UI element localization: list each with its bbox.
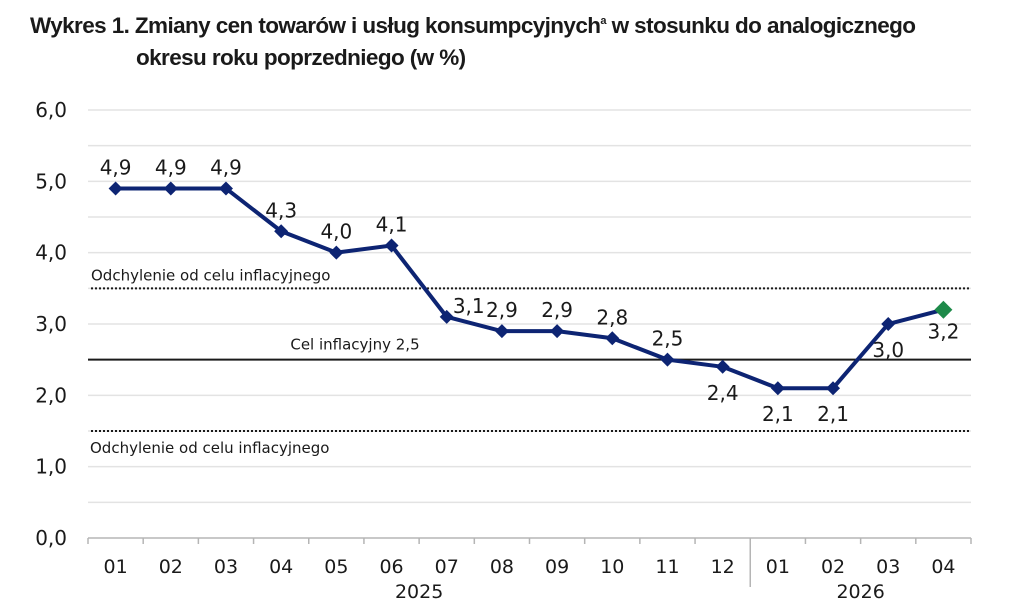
data-point	[881, 317, 896, 331]
year-label: 2025	[395, 581, 443, 603]
data-label: 3,1	[453, 294, 485, 318]
deviation-line-label: Odchylenie od celu inflacyjnego	[90, 439, 329, 457]
data-label: 2,4	[707, 381, 739, 405]
deviation-line-label: Odchylenie od celu inflacyjnego	[91, 266, 330, 284]
x-axis: 01 02 03 04 05 06 07 08 09 10 11 12 01 02 03 04 2025 2026	[87, 537, 972, 603]
data-point	[770, 381, 785, 396]
title-text-post: w stosunku do analogicznego	[605, 13, 916, 38]
data-point	[329, 245, 344, 260]
data-label: 4,9	[100, 155, 132, 179]
data-point	[163, 181, 178, 196]
y-tick-label: 1,0	[35, 455, 67, 479]
data-point	[494, 324, 509, 339]
x-tick-label: 02	[821, 556, 845, 578]
x-tick-label: 09	[545, 556, 569, 578]
x-tick-label: 12	[711, 556, 735, 578]
data-label: 4,9	[210, 155, 242, 179]
x-tick-label: 04	[269, 556, 293, 578]
x-tick-label: 07	[435, 556, 459, 578]
data-point	[660, 352, 675, 367]
data-point	[384, 238, 399, 253]
data-label: 4,1	[376, 213, 408, 237]
y-tick-label: 0,0	[35, 526, 67, 550]
x-tick-label: 01	[104, 556, 128, 578]
x-tick-label: 04	[931, 556, 955, 578]
x-tick-label: 03	[876, 556, 900, 578]
y-tick-label: 5,0	[35, 169, 67, 193]
y-tick-label: 6,0	[35, 98, 67, 122]
data-label: 2,1	[817, 402, 849, 426]
y-axis: 0,0 1,0 2,0 3,0 4,0 5,0 6,0	[35, 98, 67, 550]
data-point	[274, 224, 289, 239]
data-point	[550, 324, 565, 339]
x-tick-label: 03	[214, 556, 238, 578]
x-tick-label: 08	[490, 556, 514, 578]
data-label: 2,9	[486, 298, 518, 322]
y-tick-label: 4,0	[35, 241, 67, 265]
data-label: 3,0	[872, 338, 904, 362]
data-label: 2,9	[541, 298, 573, 322]
year-label: 2026	[836, 581, 884, 603]
data-point	[108, 181, 123, 196]
series-line	[115, 186, 944, 391]
data-label: 4,0	[320, 220, 352, 244]
data-point	[605, 331, 620, 346]
data-label: 2,8	[596, 305, 628, 329]
y-tick-label: 2,0	[35, 383, 67, 407]
target-line-label: Cel inflacyjny 2,5	[290, 336, 419, 354]
x-tick-label: 11	[655, 556, 679, 578]
x-tick-label: 10	[600, 556, 624, 578]
data-labels: 4,9 4,9 4,94,34,0 4,13,1 2,9 2,9 2,82,52,42,1 2…	[100, 155, 960, 426]
data-point-latest	[934, 300, 953, 319]
reference-lines: Odchylenie od celu inflacyjnego Cel infla…	[88, 266, 971, 457]
data-point	[715, 359, 730, 374]
data-label: 3,2	[928, 320, 960, 344]
data-series	[108, 181, 953, 396]
chart-title-line-2: okresu roku poprzedniego (w %)	[136, 45, 466, 70]
x-tick-label: 06	[379, 556, 403, 578]
data-label: 4,3	[265, 198, 297, 222]
data-label: 4,9	[155, 155, 187, 179]
chart-title-line-1: Wykres 1. Zmiany cen towarów i usług kon…	[30, 13, 916, 39]
data-point	[826, 381, 841, 396]
y-tick-label: 3,0	[35, 312, 67, 336]
data-label: 2,5	[652, 327, 684, 351]
title-text-pre: Wykres 1. Zmiany cen towarów i usług kon…	[30, 13, 601, 38]
title-footnote-marker: a	[600, 15, 606, 27]
x-tick-label: 01	[766, 556, 790, 578]
data-point	[218, 181, 233, 196]
x-tick-label: 02	[159, 556, 183, 578]
data-label: 2,1	[762, 402, 794, 426]
x-tick-label: 05	[324, 556, 348, 578]
data-point	[439, 309, 454, 324]
